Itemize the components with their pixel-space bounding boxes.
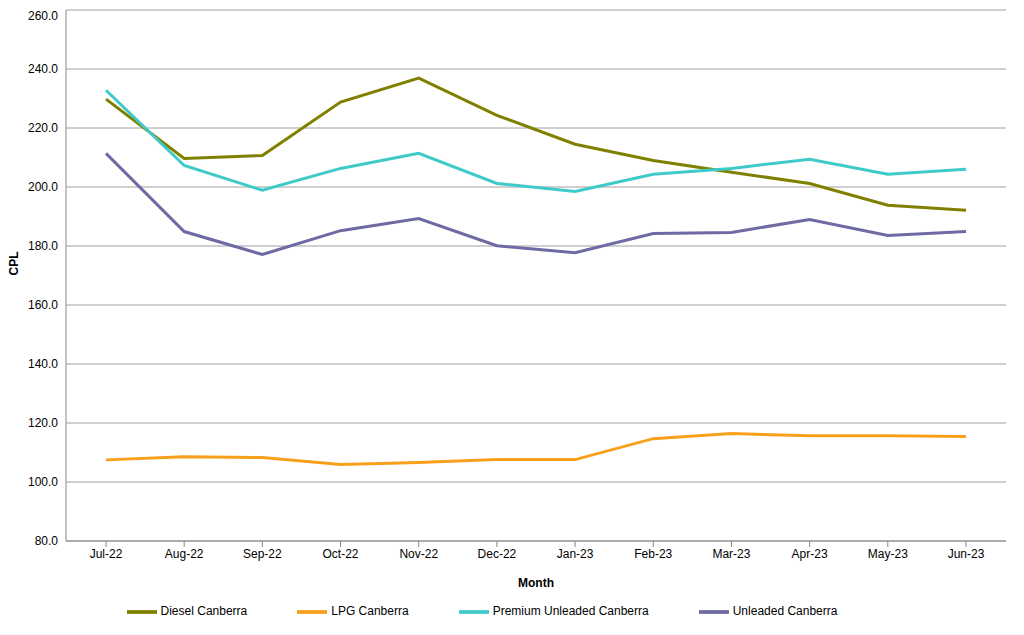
svg-text:Feb-23: Feb-23	[634, 547, 672, 561]
svg-text:Jul-22: Jul-22	[90, 547, 123, 561]
svg-text:180.0: 180.0	[28, 239, 58, 253]
svg-text:May-23: May-23	[868, 547, 908, 561]
svg-text:Dec-22: Dec-22	[478, 547, 517, 561]
svg-text:100.0: 100.0	[28, 475, 58, 489]
svg-text:Month: Month	[518, 576, 554, 590]
html-text:LPG Canberra: LPG Canberra	[331, 604, 409, 619]
svg-text:260.0: 260.0	[28, 9, 58, 23]
svg-text:Jun-23: Jun-23	[948, 547, 985, 561]
svg-text:140.0: 140.0	[28, 357, 58, 371]
svg-text:Aug-22: Aug-22	[165, 547, 204, 561]
svg-text:120.0: 120.0	[28, 416, 58, 430]
html-text:Premium Unleaded Canberra: Premium Unleaded Canberra	[492, 604, 649, 619]
svg-text:Jan-23: Jan-23	[557, 547, 594, 561]
svg-text:220.0: 220.0	[28, 121, 58, 135]
svg-text:CPL: CPL	[8, 252, 21, 276]
svg-text:200.0: 200.0	[28, 180, 58, 194]
svg-text:Nov-22: Nov-22	[399, 547, 438, 561]
svg-text:Mar-23: Mar-23	[712, 547, 750, 561]
svg-text:160.0: 160.0	[28, 298, 58, 312]
svg-text:240.0: 240.0	[28, 62, 58, 76]
svg-text:Apr-23: Apr-23	[792, 547, 828, 561]
html-text:Unleaded Canberra: Unleaded Canberra	[732, 604, 838, 619]
svg-text:Sep-22: Sep-22	[243, 547, 282, 561]
svg-text:Oct-22: Oct-22	[323, 547, 359, 561]
html-text:Diesel Canberra: Diesel Canberra	[160, 604, 248, 619]
svg-text:80.0: 80.0	[35, 534, 59, 548]
